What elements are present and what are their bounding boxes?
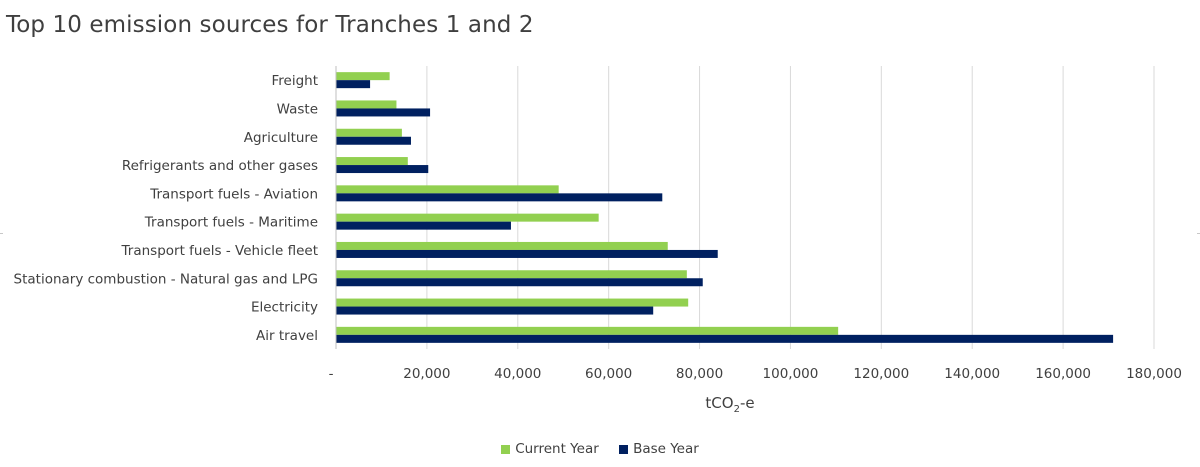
x-tick-label: 180,000 bbox=[1126, 366, 1182, 382]
bar-base-year bbox=[336, 221, 511, 230]
bar-base-year bbox=[336, 193, 663, 202]
x-tick-label: - bbox=[329, 366, 334, 382]
category-label: Transport fuels - Aviation bbox=[149, 186, 318, 202]
category-label: Transport fuels - Vehicle fleet bbox=[121, 243, 318, 259]
legend-label-current: Current Year bbox=[515, 441, 599, 457]
bar-base-year bbox=[336, 334, 1114, 343]
category-label: Electricity bbox=[251, 300, 318, 316]
bar-base-year bbox=[336, 278, 703, 287]
bar-current-year bbox=[336, 270, 687, 279]
x-axis-title: tCO2-e bbox=[705, 394, 754, 415]
category-label: Transport fuels - Maritime bbox=[144, 215, 318, 231]
bar-current-year bbox=[336, 185, 559, 194]
legend-swatch-current bbox=[501, 444, 511, 454]
x-tick-labels: - 20,000 40,000 60,000 80,000 100,000 120,000 1… bbox=[329, 366, 1182, 382]
bars bbox=[336, 72, 1114, 343]
bar-current-year bbox=[336, 72, 390, 81]
bar-current-year bbox=[336, 241, 668, 250]
category-label: Air travel bbox=[256, 328, 318, 344]
bar-base-year bbox=[336, 108, 431, 117]
bar-current-year bbox=[336, 128, 402, 137]
bar-current-year bbox=[336, 326, 839, 335]
category-label: Agriculture bbox=[244, 130, 318, 146]
chart-title: Top 10 emission sources for Tranches 1 a… bbox=[6, 12, 534, 38]
bar-current-year bbox=[336, 100, 397, 109]
category-label: Waste bbox=[277, 101, 318, 117]
legend: Current Year Base Year bbox=[0, 441, 1200, 458]
legend-item-base: Base Year bbox=[619, 441, 699, 457]
x-tick-label: 80,000 bbox=[676, 366, 723, 382]
category-label: Refrigerants and other gases bbox=[122, 158, 318, 174]
bar-current-year bbox=[336, 157, 408, 166]
bar-current-year bbox=[336, 298, 689, 307]
category-label: Freight bbox=[271, 73, 318, 89]
bar-base-year bbox=[336, 165, 429, 174]
x-tick-label: 60,000 bbox=[585, 366, 632, 382]
bar-base-year bbox=[336, 306, 654, 315]
x-tick-label: 160,000 bbox=[1035, 366, 1091, 382]
x-tick-label: 20,000 bbox=[403, 366, 450, 382]
x-tick-label: 120,000 bbox=[853, 366, 909, 382]
x-tick-label: 40,000 bbox=[494, 366, 541, 382]
x-tick-label: 100,000 bbox=[763, 366, 819, 382]
x-tick-label: 140,000 bbox=[944, 366, 1000, 382]
bar-base-year bbox=[336, 136, 411, 145]
legend-item-current: Current Year bbox=[501, 441, 599, 457]
edge-mark-right bbox=[1197, 233, 1200, 234]
bar-chart: Freight Waste Agriculture Refrigerants and … bbox=[14, 66, 1182, 415]
bar-base-year bbox=[336, 80, 371, 89]
edge-mark-left bbox=[0, 233, 3, 234]
legend-label-base: Base Year bbox=[633, 441, 699, 457]
bar-base-year bbox=[336, 249, 718, 258]
legend-swatch-base bbox=[619, 444, 629, 454]
category-labels: Freight Waste Agriculture Refrigerants and … bbox=[14, 73, 318, 344]
bar-current-year bbox=[336, 213, 599, 222]
category-label: Stationary combustion - Natural gas and … bbox=[14, 271, 318, 287]
